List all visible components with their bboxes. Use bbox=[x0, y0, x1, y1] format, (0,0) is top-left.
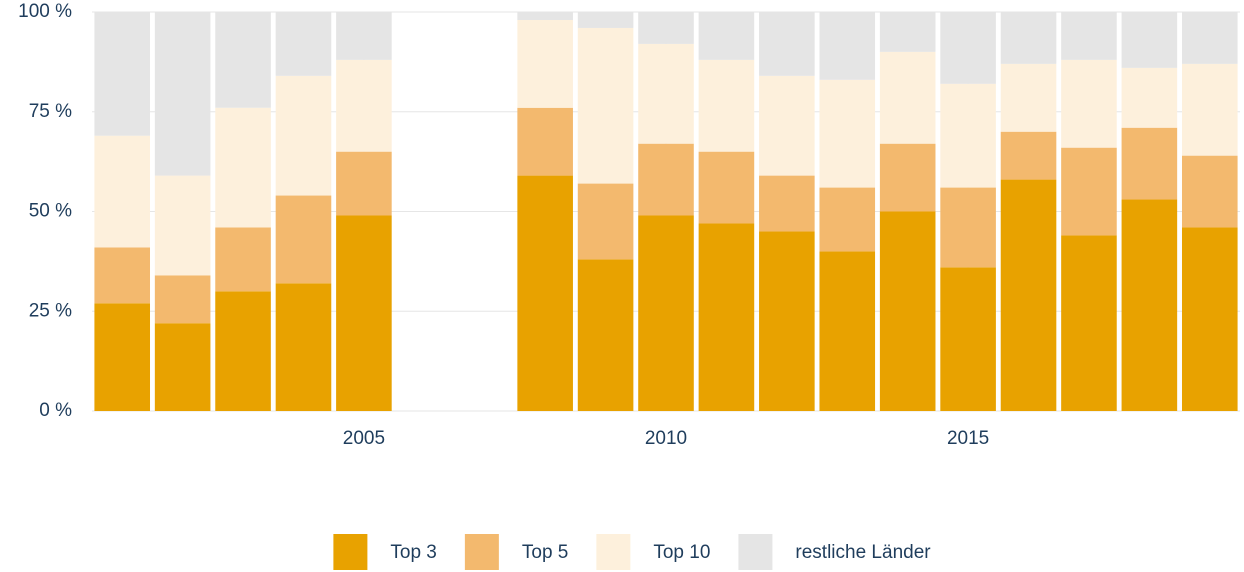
bar-segment bbox=[1000, 12, 1057, 64]
bar-segment bbox=[1181, 63, 1238, 156]
bar-segment bbox=[154, 323, 211, 411]
bar-segment bbox=[940, 187, 996, 268]
bar-segment bbox=[1061, 12, 1117, 60]
x-tick-label: 2010 bbox=[645, 428, 687, 449]
bar-segment bbox=[819, 251, 876, 411]
bar-segment bbox=[759, 175, 815, 232]
bar-segment bbox=[1061, 235, 1117, 411]
y-tick-label: 25 % bbox=[29, 300, 72, 321]
legend-swatch bbox=[333, 534, 368, 570]
bar-segment bbox=[577, 183, 634, 260]
bar-segment bbox=[336, 12, 392, 60]
bar-segment bbox=[759, 75, 815, 176]
bar-segment bbox=[940, 83, 996, 188]
legend-label: Top 10 bbox=[653, 542, 710, 563]
bar-segment bbox=[94, 247, 151, 304]
bar-segment bbox=[1121, 127, 1178, 200]
legend-swatch bbox=[464, 534, 499, 570]
bar-segment bbox=[275, 195, 332, 284]
bar-segment bbox=[879, 211, 936, 411]
bar-segment bbox=[1061, 59, 1117, 148]
y-tick-label: 100 % bbox=[18, 1, 72, 22]
bar-segment bbox=[517, 12, 573, 20]
bar-segment bbox=[154, 12, 211, 176]
bar-segment bbox=[638, 43, 694, 144]
bar-segment bbox=[275, 283, 332, 411]
y-tick-label: 50 % bbox=[29, 201, 72, 222]
bar-segment bbox=[879, 143, 936, 212]
bar-segment bbox=[759, 231, 815, 411]
bar-segment bbox=[940, 267, 996, 411]
bar-segment bbox=[215, 12, 271, 108]
bar-segment bbox=[638, 143, 694, 216]
bar-segment bbox=[638, 215, 694, 411]
bar-segment bbox=[1181, 227, 1238, 411]
bar-segment bbox=[879, 12, 936, 52]
bar-segment bbox=[275, 12, 332, 76]
bar-segment bbox=[698, 151, 755, 224]
y-tick-label: 75 % bbox=[29, 101, 72, 122]
legend: Top 3 Top 5 Top 10 restliche Länder bbox=[333, 534, 931, 570]
x-tick-label: 2015 bbox=[947, 428, 989, 449]
bar-segment bbox=[1121, 199, 1178, 411]
bar-segment bbox=[94, 303, 151, 411]
bar-segment bbox=[1181, 12, 1238, 64]
bar-segment bbox=[819, 187, 876, 252]
bar-segment bbox=[154, 275, 211, 324]
x-tick-label: 2005 bbox=[343, 428, 385, 449]
bar-segment bbox=[1181, 155, 1238, 228]
bar-segment bbox=[94, 12, 151, 136]
bar-segment bbox=[698, 12, 755, 60]
bar-segment bbox=[1000, 179, 1057, 411]
bar-segment bbox=[698, 223, 755, 411]
bar-segment bbox=[577, 12, 634, 28]
bar-segment bbox=[336, 151, 392, 216]
legend-label: restliche Länder bbox=[795, 542, 931, 563]
y-tick-label: 0 % bbox=[39, 400, 72, 421]
bar-segment bbox=[1121, 67, 1178, 128]
bar-segment bbox=[1061, 147, 1117, 236]
bar-segment bbox=[698, 59, 755, 152]
bar-segment bbox=[517, 19, 573, 108]
bar-segment bbox=[215, 107, 271, 228]
bar-segment bbox=[336, 59, 392, 152]
bar-segment bbox=[215, 227, 271, 292]
bar-segment bbox=[215, 291, 271, 411]
legend-label: Top 3 bbox=[390, 542, 436, 563]
bar-segment bbox=[759, 12, 815, 76]
bar-segment bbox=[1121, 12, 1178, 68]
bar-segment bbox=[819, 79, 876, 188]
bar-segment bbox=[940, 12, 996, 84]
bar-segment bbox=[638, 12, 694, 44]
bar-segment bbox=[819, 12, 876, 80]
bar-segment bbox=[879, 51, 936, 144]
bar-segment bbox=[517, 107, 573, 176]
legend-label: Top 5 bbox=[522, 542, 568, 563]
bar-segment bbox=[94, 135, 151, 248]
bar-segment bbox=[275, 75, 332, 196]
legend-swatch bbox=[738, 534, 773, 570]
bar-segment bbox=[517, 175, 573, 411]
bar-segment bbox=[1000, 63, 1057, 132]
bar-segment bbox=[336, 215, 392, 411]
bar-segment bbox=[577, 27, 634, 184]
bar-segment bbox=[154, 175, 211, 276]
bar-segment bbox=[577, 259, 634, 411]
legend-swatch bbox=[596, 534, 631, 570]
bar-segment bbox=[1000, 131, 1057, 180]
